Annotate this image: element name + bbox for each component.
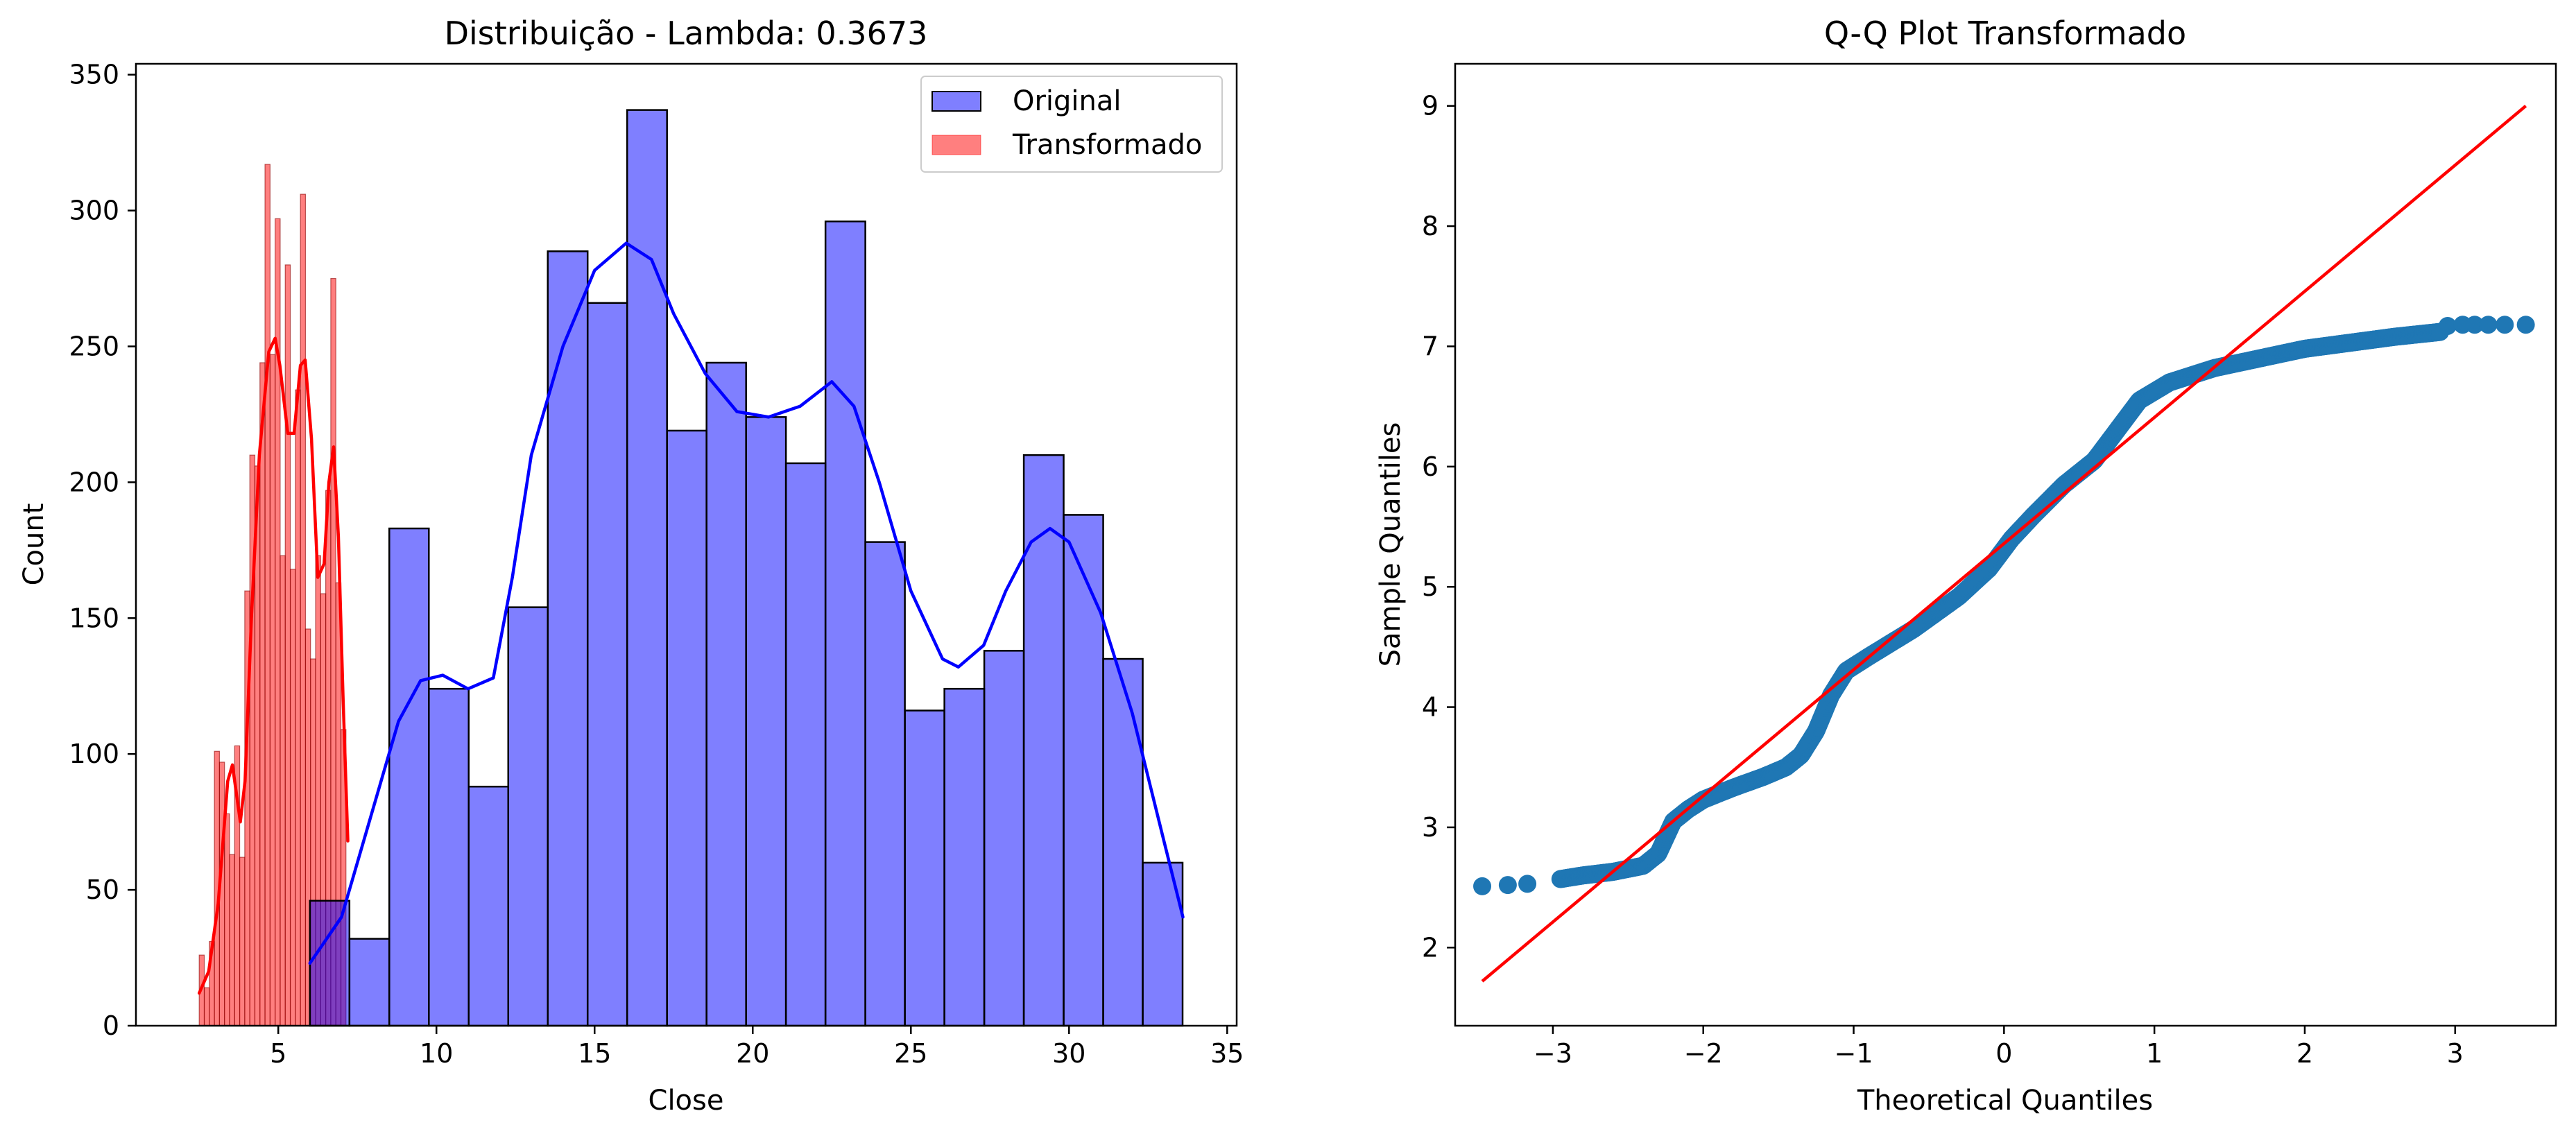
original-bar: [1022, 454, 1065, 1027]
y-tick-label: 9: [1422, 91, 1439, 121]
histogram-ylabel: Count: [18, 504, 50, 586]
qq-point: [2479, 316, 2498, 334]
legend-label-transformado: Transformado: [1012, 129, 1202, 161]
y-tick-label: 150: [69, 603, 119, 633]
original-bar: [824, 220, 866, 1027]
x-tick-label: 35: [1210, 1038, 1244, 1069]
original-bar: [547, 250, 589, 1027]
histogram-x-ticks: 5 10 15 20 25 30 35: [270, 1026, 1244, 1069]
y-tick-label: 8: [1422, 211, 1439, 241]
y-tick-label: 50: [86, 875, 119, 905]
x-tick-label: −1: [1835, 1038, 1873, 1069]
y-tick-label: 7: [1422, 331, 1439, 361]
qq-reference-line: [1481, 104, 2527, 983]
qq-x-ticks: −3 −2 −1 0 1 2 3: [1534, 1026, 2464, 1069]
x-tick-label: 20: [736, 1038, 769, 1069]
original-bar: [666, 429, 707, 1027]
original-bar: [1063, 514, 1104, 1027]
histogram-axes-border: [135, 62, 1238, 1027]
transformado-bar: [280, 555, 286, 1026]
qq-point: [1518, 875, 1537, 893]
histogram-title: Distribuição - Lambda: 0.3673: [445, 15, 928, 52]
y-tick-label: 250: [69, 331, 119, 361]
transformado-bar: [224, 813, 230, 1026]
y-tick-label: 200: [69, 467, 119, 497]
qq-point: [2496, 316, 2514, 334]
x-tick-label: 5: [270, 1038, 286, 1069]
x-tick-label: −2: [1684, 1038, 1723, 1069]
x-tick-label: 3: [2447, 1038, 2464, 1069]
y-tick-label: 300: [69, 196, 119, 226]
y-tick-label: 350: [69, 60, 119, 90]
x-tick-label: 10: [420, 1038, 453, 1069]
transformado-bar: [259, 362, 266, 1026]
qq-plot-panel: −3 −2 −1 0 1 2 3 2 3 4 5 6 7 8 9 Q-Q Plot Transformad…: [1375, 15, 2557, 1117]
transformado-bar: [264, 164, 271, 1026]
qq-point: [2465, 316, 2484, 334]
y-tick-label: 3: [1422, 812, 1439, 843]
qq-point: [1473, 877, 1492, 895]
x-tick-label: 15: [578, 1038, 611, 1069]
transformado-bar: [284, 264, 291, 1026]
original-bar: [745, 416, 787, 1027]
qq-point: [2516, 316, 2535, 334]
original-bar: [507, 606, 549, 1027]
x-tick-label: 0: [1995, 1038, 2012, 1069]
original-bar: [586, 302, 628, 1027]
y-tick-label: 6: [1422, 451, 1439, 482]
qq-point: [1498, 876, 1517, 895]
x-tick-label: −3: [1534, 1038, 1572, 1069]
x-tick-label: 2: [2296, 1038, 2313, 1069]
original-bar: [348, 938, 390, 1027]
kde-curves: [197, 241, 1185, 995]
y-tick-label: 0: [103, 1010, 119, 1041]
transformado-kde-line: [197, 336, 350, 995]
original-bar: [428, 687, 470, 1027]
original-bar: [983, 650, 1025, 1027]
original-bar: [864, 541, 906, 1027]
legend-swatch-transformado: [931, 135, 981, 155]
histogram-legend: Original Transformado: [920, 76, 1223, 173]
original-bar: [1102, 657, 1144, 1027]
histogram-panel: 5 10 15 20 25 30 35 0 50 100 150 200 250 300 350 Dist…: [18, 15, 1244, 1117]
legend-swatch-original: [931, 91, 981, 112]
legend-label-original: Original: [1013, 85, 1122, 117]
original-bar: [784, 462, 827, 1027]
original-bar: [309, 900, 351, 1027]
x-tick-label: 30: [1052, 1038, 1085, 1069]
y-tick-label: 5: [1422, 571, 1439, 602]
qq-y-ticks: 2 3 4 5 6 7 8 9: [1422, 91, 1455, 963]
qq-title: Q-Q Plot Transformado: [1824, 15, 2186, 52]
transformado-bar: [229, 854, 235, 1026]
transformado-bar: [289, 569, 296, 1026]
original-bar: [943, 687, 986, 1027]
original-kde-line: [308, 241, 1185, 965]
qq-reference-line-segment: [1481, 104, 2527, 983]
transformado-bar: [295, 389, 301, 1026]
y-tick-label: 4: [1422, 692, 1439, 723]
legend-frame: [920, 76, 1223, 173]
transformado-bar: [239, 857, 246, 1026]
original-bar: [388, 527, 430, 1027]
y-tick-label: 2: [1422, 932, 1439, 963]
qq-xlabel: Theoretical Quantiles: [1857, 1085, 2153, 1117]
x-tick-label: 25: [894, 1038, 927, 1069]
histogram-xlabel: Close: [649, 1085, 724, 1117]
original-bar: [904, 709, 945, 1027]
qq-axes-border: [1454, 62, 2557, 1027]
transformado-bar: [203, 987, 210, 1026]
qq-point: [2438, 316, 2457, 335]
x-tick-label: 1: [2146, 1038, 2163, 1069]
y-tick-label: 100: [69, 739, 119, 769]
original-bar: [626, 109, 668, 1027]
original-bar: [705, 361, 747, 1027]
qq-ylabel: Sample Quantiles: [1375, 422, 1407, 667]
transformado-bar: [269, 354, 276, 1026]
histogram-y-ticks: 0 50 100 150 200 250 300 350: [69, 60, 136, 1041]
original-bar: [467, 785, 510, 1027]
transformado-bar: [300, 193, 307, 1026]
